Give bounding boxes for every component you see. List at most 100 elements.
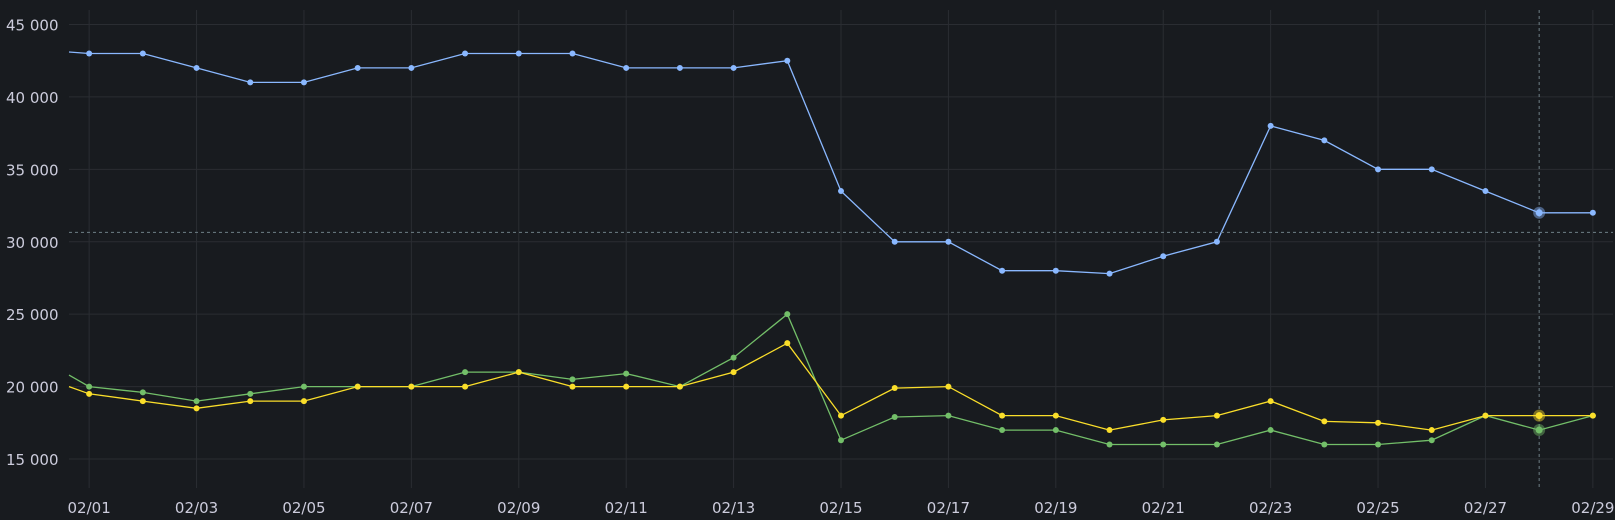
data-point bbox=[999, 427, 1006, 434]
data-point bbox=[730, 369, 737, 376]
data-point bbox=[838, 437, 844, 444]
data-point bbox=[676, 64, 683, 71]
y-axis: 15 000 20 000 25 000 30 000 35 000 40 000 45 0… bbox=[6, 16, 59, 469]
data-point bbox=[247, 79, 254, 86]
data-point bbox=[193, 398, 200, 405]
x-axis: 02/01 02/03 02/05 02/07 02/09 02/11 02/13 02/15… bbox=[68, 499, 1615, 517]
data-point bbox=[247, 398, 254, 405]
data-point bbox=[999, 267, 1006, 274]
data-point bbox=[1213, 412, 1220, 419]
series-line bbox=[68, 342, 1593, 431]
crosshair bbox=[69, 10, 1613, 488]
data-point bbox=[354, 64, 361, 71]
y-tick-label: 30 000 bbox=[6, 234, 59, 252]
data-point bbox=[300, 398, 307, 405]
data-point bbox=[891, 238, 898, 245]
data-point bbox=[1375, 166, 1382, 173]
data-point bbox=[1213, 441, 1220, 448]
data-point bbox=[1321, 418, 1328, 425]
data-point bbox=[623, 383, 630, 390]
x-tick-label: 02/23 bbox=[1249, 499, 1292, 517]
x-tick-label: 02/05 bbox=[282, 499, 325, 517]
data-point bbox=[1267, 427, 1274, 434]
data-point bbox=[408, 64, 415, 71]
x-tick-label: 02/11 bbox=[605, 499, 648, 517]
data-point bbox=[515, 369, 522, 376]
x-tick-label: 02/27 bbox=[1464, 499, 1507, 517]
series-layer bbox=[68, 51, 1594, 446]
x-tick-label: 02/17 bbox=[927, 499, 970, 517]
data-point bbox=[945, 412, 952, 419]
data-point bbox=[193, 405, 200, 412]
series-line bbox=[68, 313, 1594, 446]
x-tick-label: 02/19 bbox=[1034, 499, 1077, 517]
data-point bbox=[139, 50, 146, 57]
data-point bbox=[784, 57, 791, 64]
y-tick-label: 35 000 bbox=[6, 161, 59, 179]
data-point bbox=[139, 389, 146, 396]
data-point bbox=[1106, 427, 1113, 434]
x-tick-label: 02/07 bbox=[390, 499, 433, 517]
data-point bbox=[1160, 441, 1167, 448]
data-point bbox=[569, 383, 576, 390]
points-layer bbox=[86, 50, 1596, 448]
data-point bbox=[1428, 437, 1435, 444]
data-point bbox=[1375, 419, 1382, 426]
data-point bbox=[86, 383, 93, 390]
data-point bbox=[515, 50, 522, 57]
data-point bbox=[945, 238, 952, 245]
data-point bbox=[193, 64, 200, 71]
data-point bbox=[1106, 270, 1113, 277]
data-point bbox=[1267, 398, 1274, 405]
data-point bbox=[86, 50, 93, 57]
data-point bbox=[139, 398, 146, 405]
data-point bbox=[838, 188, 844, 195]
data-point bbox=[569, 50, 576, 57]
data-point bbox=[1482, 188, 1489, 195]
x-tick-label: 02/03 bbox=[175, 499, 218, 517]
data-point bbox=[1052, 412, 1059, 419]
x-tick-label: 02/13 bbox=[712, 499, 755, 517]
data-point bbox=[1589, 412, 1596, 419]
data-point bbox=[1267, 122, 1274, 129]
data-point bbox=[569, 376, 576, 383]
y-tick-label: 45 000 bbox=[6, 16, 59, 34]
series-line bbox=[68, 51, 1593, 275]
y-tick-label: 40 000 bbox=[6, 89, 59, 107]
data-point bbox=[891, 414, 898, 421]
data-point bbox=[623, 64, 630, 71]
data-point bbox=[891, 385, 898, 392]
x-tick-label: 02/15 bbox=[819, 499, 862, 517]
data-point bbox=[1428, 427, 1435, 434]
y-tick-label: 15 000 bbox=[6, 451, 59, 469]
x-tick-label: 02/25 bbox=[1356, 499, 1399, 517]
data-point bbox=[247, 390, 254, 397]
y-tick-label: 25 000 bbox=[6, 306, 59, 324]
data-point bbox=[1321, 441, 1328, 448]
data-point bbox=[730, 354, 737, 361]
data-point bbox=[838, 412, 844, 419]
x-tick-label: 02/21 bbox=[1142, 499, 1185, 517]
data-point bbox=[354, 383, 361, 390]
data-point bbox=[1375, 441, 1382, 448]
data-point bbox=[300, 79, 307, 86]
data-point bbox=[784, 311, 791, 318]
data-point bbox=[999, 412, 1006, 419]
data-point bbox=[945, 383, 952, 390]
data-point bbox=[1428, 166, 1435, 173]
data-point bbox=[1482, 412, 1489, 419]
data-point bbox=[1052, 267, 1059, 274]
highlighted-point bbox=[1535, 426, 1543, 434]
data-point bbox=[462, 50, 469, 57]
highlighted-point bbox=[1535, 412, 1543, 420]
highlighted-point bbox=[1535, 209, 1543, 217]
data-point bbox=[1160, 253, 1167, 260]
data-point bbox=[300, 383, 307, 390]
x-tick-label: 02/01 bbox=[68, 499, 111, 517]
data-point bbox=[1160, 416, 1167, 423]
data-point bbox=[1213, 238, 1220, 245]
data-point bbox=[676, 383, 683, 390]
data-point bbox=[86, 390, 93, 397]
data-point bbox=[1106, 441, 1113, 448]
